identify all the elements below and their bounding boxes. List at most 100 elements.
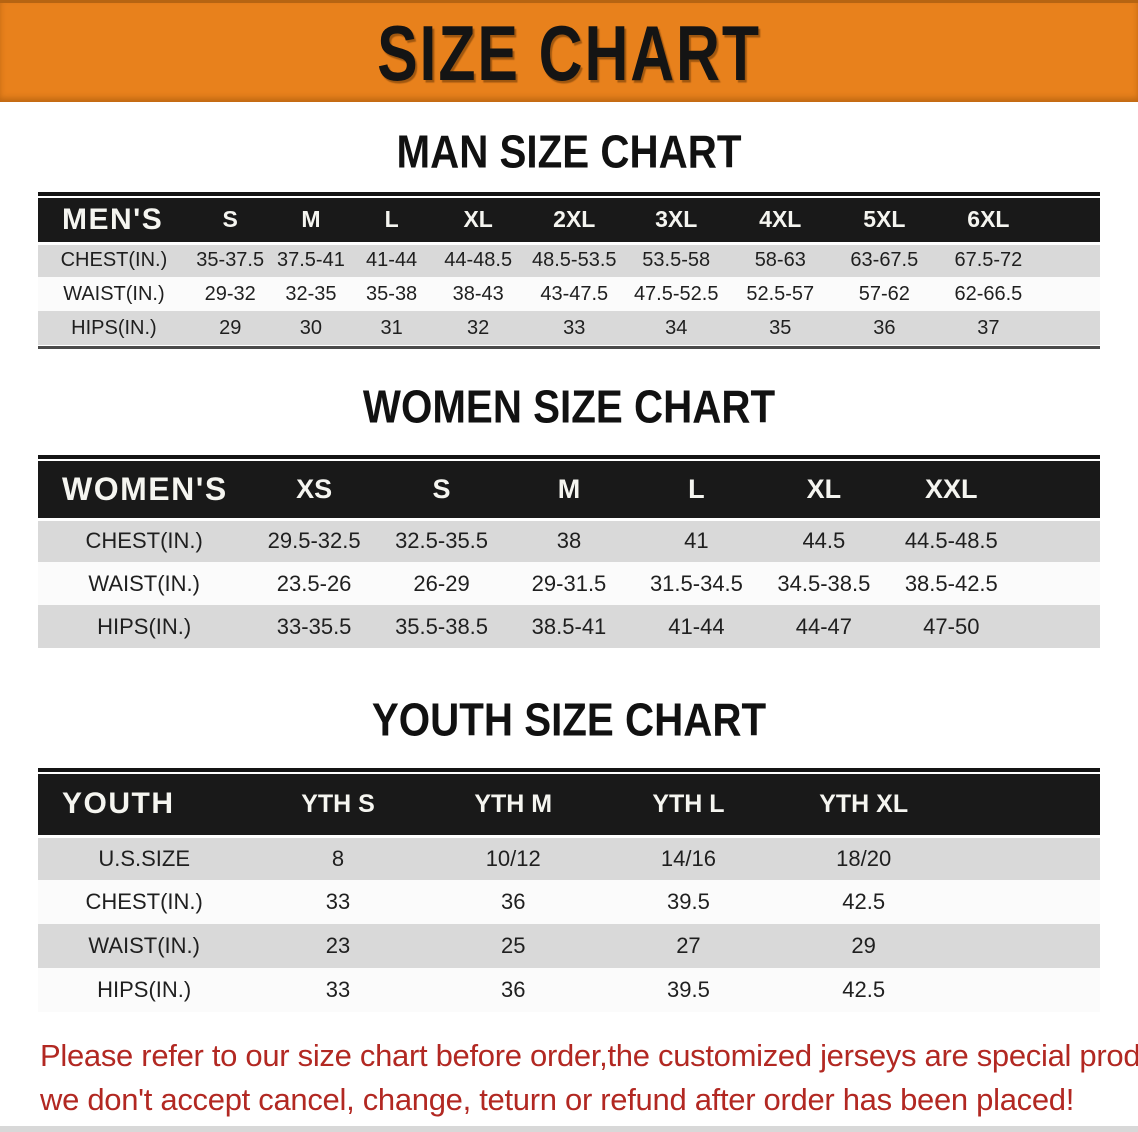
size-table: WOMEN'S XS S M L XL XXL CHEST(IN.) 29.5-32.5 32.5…	[38, 461, 1100, 648]
size-column-header: M	[505, 461, 633, 521]
row-label: WAIST(IN.)	[63, 282, 165, 305]
size-value-cell: 32	[467, 316, 490, 339]
table-header-row: YOUTH YTH S YTH M YTH L YTH XL	[38, 774, 1100, 838]
table-row: CHEST(IN.) 35-37.5 37.5-41 41-44 44-48.5 48.5…	[38, 243, 1100, 277]
size-value-cell: 33	[325, 977, 351, 1002]
size-value-cell: 44-47	[795, 613, 852, 639]
filler-cell	[951, 968, 1100, 1012]
row-label: HIPS(IN.)	[97, 977, 192, 1002]
filler-cell	[1015, 562, 1100, 605]
size-value-cell: 48.5-53.5	[532, 249, 617, 272]
size-column-header: 6XL	[936, 198, 1041, 245]
size-column-header: YTH XL	[776, 774, 952, 838]
size-value-cell: 27	[676, 933, 701, 958]
size-value-cell: 32.5-35.5	[395, 528, 489, 554]
row-label: CHEST(IN.)	[85, 528, 203, 554]
filler-cell	[1040, 311, 1100, 345]
size-value-cell: 33	[563, 316, 586, 339]
table-row: CHEST(IN.) 29.5-32.5 32.5-35.5 38 41 44.5 44.5…	[38, 519, 1100, 562]
disclaimer-line-1: Please refer to our size chart before or…	[40, 1038, 1138, 1073]
size-value-cell: 58-63	[754, 249, 806, 272]
size-column-header: M	[270, 198, 352, 245]
size-value-cell: 38	[556, 528, 582, 554]
size-value-cell: 37	[977, 316, 1000, 339]
youth-size-table: YOUTH YTH S YTH M YTH L YTH XL U.S.SIZE 8 10/12…	[38, 768, 1100, 1012]
table-row: HIPS(IN.) 29 30 31 32 33 34 35 36 37	[38, 311, 1100, 345]
size-column-header: XS	[250, 461, 378, 521]
size-column-header: YTH S	[250, 774, 426, 838]
size-column-header: L	[351, 198, 432, 245]
table-top-rule	[38, 192, 1100, 196]
table-row: CHEST(IN.) 33 36 39.5 42.5	[38, 880, 1100, 924]
size-value-cell: 29	[219, 316, 242, 339]
banner-title: SIZE CHART	[377, 8, 761, 97]
size-value-cell: 38.5-41	[531, 613, 607, 639]
size-value-cell: 34.5-38.5	[777, 570, 871, 596]
row-label: HIPS(IN.)	[71, 316, 157, 339]
women-section-title: WOMEN SIZE CHART	[362, 380, 776, 433]
size-table: MEN'S S M L XL 2XL 3XL 4XL 5XL 6XL CHEST(IN.) 35-37…	[38, 198, 1100, 345]
size-value-cell: 23.5-26	[276, 570, 352, 596]
size-value-cell: 31.5-34.5	[649, 570, 743, 596]
row-label: CHEST(IN.)	[85, 889, 203, 914]
size-column-header: XXL	[887, 461, 1016, 521]
disclaimer-line-2: we don't accept cancel, change, teturn o…	[40, 1082, 1075, 1117]
size-value-cell: 42.5	[842, 977, 886, 1002]
table-header-row: MEN'S S M L XL 2XL 3XL 4XL 5XL 6XL	[38, 198, 1100, 245]
table-header-label: MEN'S	[38, 198, 190, 245]
table-header-label: WOMEN'S	[38, 461, 251, 521]
size-value-cell: 35	[769, 316, 792, 339]
table-top-rule	[38, 455, 1100, 459]
row-label: HIPS(IN.)	[97, 613, 192, 639]
row-label: CHEST(IN.)	[60, 249, 168, 272]
size-value-cell: 36	[500, 977, 526, 1002]
size-value-cell: 30	[299, 316, 323, 339]
filler-cell	[1015, 461, 1100, 521]
bottom-edge	[0, 1126, 1138, 1132]
size-value-cell: 10/12	[485, 845, 541, 871]
size-value-cell: 41-44	[366, 249, 418, 272]
size-value-cell: 33-35.5	[276, 613, 352, 639]
size-value-cell: 35-37.5	[196, 249, 265, 272]
filler-cell	[1040, 243, 1100, 277]
size-value-cell: 29-31.5	[531, 570, 607, 596]
filler-cell	[1040, 277, 1100, 311]
size-value-cell: 23	[325, 933, 351, 958]
size-value-cell: 18/20	[836, 845, 892, 871]
size-column-header: YTH M	[425, 774, 601, 838]
women-size-table: WOMEN'S XS S M L XL XXL CHEST(IN.) 29.5-32.5 32.5…	[38, 455, 1100, 648]
size-column-header: S	[377, 461, 506, 521]
size-value-cell: 8	[331, 845, 345, 871]
disclaimer-text: Please refer to our size chart before or…	[40, 1034, 1138, 1122]
table-header-row: WOMEN'S XS S M L XL XXL	[38, 461, 1100, 521]
size-value-cell: 52.5-57	[746, 282, 815, 305]
size-value-cell: 44.5-48.5	[904, 528, 998, 554]
size-value-cell: 37.5-41	[276, 249, 345, 272]
size-value-cell: 38-43	[452, 282, 504, 305]
filler-cell	[951, 880, 1100, 924]
size-column-header: XL	[760, 461, 888, 521]
size-value-cell: 14/16	[660, 845, 716, 871]
size-value-cell: 57-62	[858, 282, 910, 305]
size-column-header: YTH L	[600, 774, 777, 838]
women-size-section: WOMEN SIZE CHART WOMEN'S XS S M L XL XXL CHEST(…	[0, 380, 1138, 648]
size-column-header: L	[632, 461, 761, 521]
table-top-rule	[38, 768, 1100, 772]
size-value-cell: 67.5-72	[954, 249, 1023, 272]
table-row: WAIST(IN.) 29-32 32-35 35-38 38-43 43-47.5 47.…	[38, 277, 1100, 311]
size-value-cell: 32-35	[285, 282, 337, 305]
size-value-cell: 29-32	[204, 282, 256, 305]
filler-cell	[951, 836, 1100, 880]
size-value-cell: 44.5	[802, 528, 846, 554]
youth-size-section: YOUTH SIZE CHART YOUTH YTH S YTH M YTH L YTH…	[0, 694, 1138, 1012]
size-value-cell: 31	[380, 316, 403, 339]
filler-cell	[1015, 605, 1100, 648]
size-value-cell: 29.5-32.5	[267, 528, 361, 554]
men-size-section: MAN SIZE CHART MEN'S S M L XL 2XL 3XL 4XL 5XL 6XL…	[0, 126, 1138, 349]
table-row: WAIST(IN.) 23.5-26 26-29 29-31.5 31.5-34.5 34…	[38, 562, 1100, 605]
size-value-cell: 47-50	[923, 613, 980, 639]
table-row: WAIST(IN.) 23 25 27 29	[38, 924, 1100, 968]
size-value-cell: 36	[873, 316, 896, 339]
size-chart-banner: SIZE CHART	[0, 0, 1138, 102]
size-value-cell: 29	[851, 933, 876, 958]
